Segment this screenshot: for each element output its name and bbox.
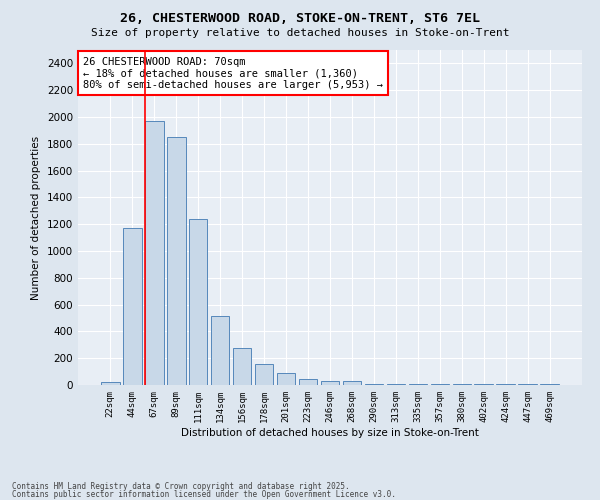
Text: Contains public sector information licensed under the Open Government Licence v3: Contains public sector information licen… <box>12 490 396 499</box>
Bar <box>277 373 295 385</box>
Bar <box>431 384 449 385</box>
Bar <box>123 228 142 385</box>
Text: 26 CHESTERWOOD ROAD: 70sqm
← 18% of detached houses are smaller (1,360)
80% of s: 26 CHESTERWOOD ROAD: 70sqm ← 18% of deta… <box>83 56 383 90</box>
Bar <box>343 381 361 385</box>
Bar <box>233 348 251 385</box>
Bar <box>211 316 229 385</box>
Y-axis label: Number of detached properties: Number of detached properties <box>31 136 41 300</box>
Bar <box>189 219 208 385</box>
Text: 26, CHESTERWOOD ROAD, STOKE-ON-TRENT, ST6 7EL: 26, CHESTERWOOD ROAD, STOKE-ON-TRENT, ST… <box>120 12 480 26</box>
Bar <box>409 384 427 385</box>
Bar <box>365 384 383 385</box>
Bar <box>386 384 405 385</box>
Bar <box>167 137 185 385</box>
Bar <box>475 384 493 385</box>
Bar <box>518 384 537 385</box>
Bar <box>299 379 317 385</box>
Bar <box>101 382 119 385</box>
Bar <box>255 364 274 385</box>
Bar <box>145 121 164 385</box>
Bar <box>452 384 471 385</box>
Bar <box>541 384 559 385</box>
Text: Contains HM Land Registry data © Crown copyright and database right 2025.: Contains HM Land Registry data © Crown c… <box>12 482 350 491</box>
X-axis label: Distribution of detached houses by size in Stoke-on-Trent: Distribution of detached houses by size … <box>181 428 479 438</box>
Text: Size of property relative to detached houses in Stoke-on-Trent: Size of property relative to detached ho… <box>91 28 509 38</box>
Bar <box>320 381 340 385</box>
Bar <box>496 384 515 385</box>
